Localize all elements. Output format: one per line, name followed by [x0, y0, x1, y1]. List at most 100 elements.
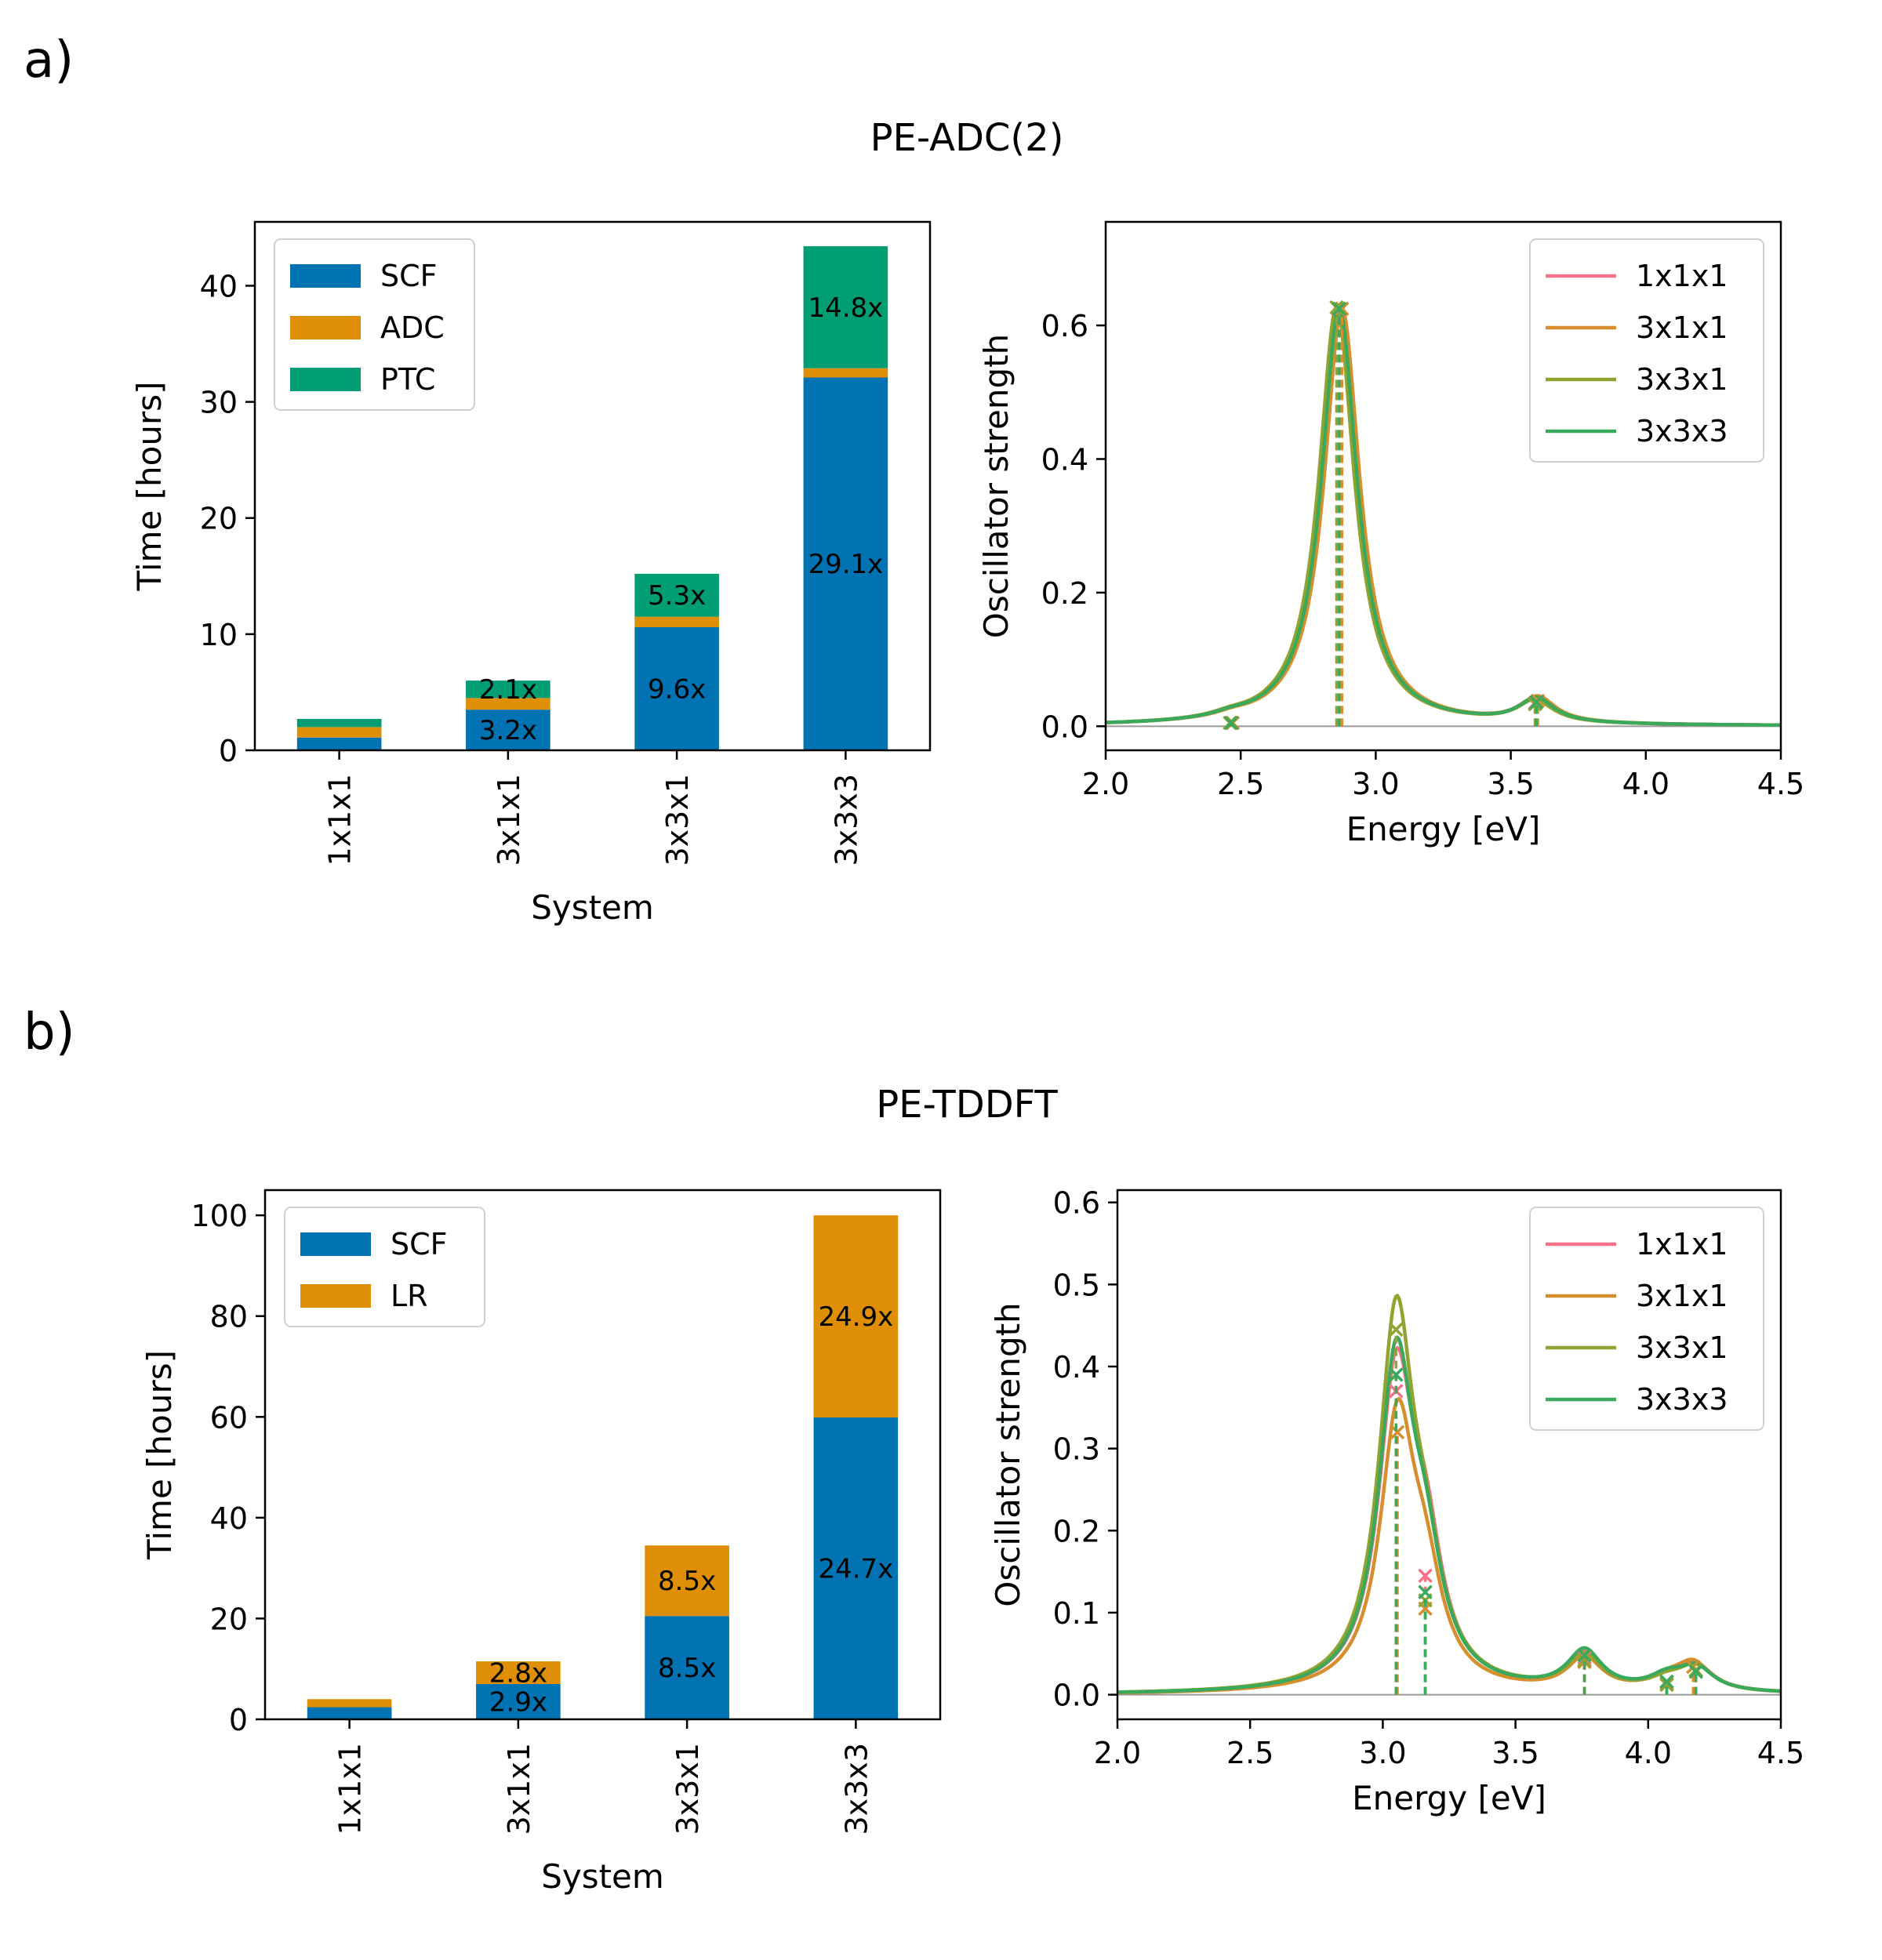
- stick-marker-3x3x3: [1389, 1367, 1404, 1382]
- stick-marker-3x3x3: [1659, 1674, 1674, 1690]
- x-tick-label: 3.0: [1359, 1736, 1406, 1770]
- y-tick-label: 0.5: [1053, 1268, 1100, 1302]
- bar-annotation: 8.5x: [658, 1653, 716, 1684]
- y-tick-label: 0: [219, 734, 238, 768]
- x-axis-label: System: [541, 1857, 664, 1896]
- panel-label-a: a): [24, 31, 74, 89]
- bar-chart-b: 2.9x 8.5x 24.7x 2.8x 8.5x 24.9x 0 20 40 60 80 100 1x…: [140, 1189, 942, 1896]
- y-tick-label: 40: [200, 269, 238, 303]
- y-tick-label: 0.6: [1041, 309, 1088, 343]
- bar-annotation: 24.9x: [818, 1301, 893, 1333]
- bar-adc-3x1x1: [466, 698, 550, 710]
- axes-frame: [1116, 1189, 1782, 1721]
- y-tick-label: 0.4: [1041, 442, 1088, 477]
- bar-annotation: 2.8x: [489, 1658, 547, 1690]
- bar-lr-3x1x1: [476, 1661, 561, 1684]
- y-axis-label: Oscillator strength: [977, 334, 1015, 638]
- y-tick-label: 0.2: [1041, 576, 1088, 611]
- x-tick-label: 1x1x1: [323, 774, 358, 866]
- bar-scf-3x3x3: [803, 377, 888, 750]
- x-tick-label: 3x3x1: [660, 774, 695, 866]
- bar-annotation: 2.9x: [489, 1687, 547, 1719]
- stick-marker-3x3x3: [1688, 1664, 1703, 1679]
- bar-lr-1x1x1: [307, 1699, 392, 1708]
- bar-annotation: 2.1x: [479, 674, 537, 706]
- spectrum-line-3x1x1: [1117, 1396, 1782, 1695]
- y-tick-label: 60: [210, 1400, 248, 1435]
- x-tick-label: 2.0: [1082, 767, 1129, 801]
- bar-annotation: 5.3x: [648, 580, 706, 612]
- bar-annotation: 8.5x: [658, 1566, 716, 1597]
- legend-swatch: [290, 264, 361, 288]
- x-tick-label: 1x1x1: [333, 1743, 368, 1835]
- legend-label: PTC: [380, 362, 435, 397]
- bar-scf-3x3x3: [813, 1417, 899, 1719]
- x-tick-label: 4.5: [1757, 1736, 1804, 1770]
- bar-scf-3x3x1: [634, 626, 719, 750]
- bar-scf-3x3x1: [645, 1616, 729, 1719]
- legend-label: ADC: [380, 310, 445, 345]
- stick-marker-3x3x1: [1659, 1677, 1674, 1693]
- bar-scf-3x1x1: [476, 1684, 561, 1719]
- x-axis-label: Energy [eV]: [1346, 810, 1541, 848]
- x-tick-label: 3x3x1: [670, 1743, 705, 1835]
- y-tick-label: 0.2: [1053, 1514, 1100, 1548]
- y-tick-label: 40: [210, 1501, 248, 1536]
- x-tick-label: 3x1x1: [492, 774, 526, 866]
- stick-marker-3x3x3: [1418, 1584, 1433, 1600]
- y-tick-label: 0.6: [1053, 1186, 1100, 1221]
- y-tick-label: 0.3: [1053, 1432, 1100, 1467]
- y-axis-label: Time [hours]: [140, 1350, 179, 1560]
- y-tick-label: 30: [200, 386, 238, 420]
- legend-swatch: [300, 1284, 371, 1308]
- legend-label: 3x3x1: [1636, 1330, 1728, 1365]
- legend-swatch: [290, 368, 361, 391]
- x-tick-label: 3x1x1: [502, 1743, 536, 1835]
- x-tick-label: 4.0: [1625, 1736, 1672, 1770]
- bar-adc-3x3x3: [803, 368, 888, 378]
- x-tick-label: 3.0: [1352, 767, 1399, 801]
- panel-label-b: b): [24, 1004, 75, 1062]
- panel-title-a: PE-ADC(2): [870, 116, 1064, 160]
- bar-ptc-3x3x1: [634, 573, 719, 617]
- spectrum-line-3x3x3: [1117, 1335, 1781, 1694]
- x-axis-label: Energy [eV]: [1352, 1779, 1546, 1817]
- bar-ptc-3x1x1: [466, 681, 550, 699]
- bar-annotation: 9.6x: [648, 673, 706, 705]
- x-tick-label: 3.5: [1487, 767, 1534, 801]
- bar-lr-3x3x3: [813, 1215, 899, 1417]
- y-tick-label: 20: [200, 502, 238, 536]
- legend-label: SCF: [391, 1227, 448, 1261]
- bar-scf-3x1x1: [466, 710, 550, 750]
- legend-box: [1529, 1207, 1764, 1431]
- bar-adc-3x3x1: [634, 616, 719, 627]
- legend-label: 3x3x3: [1636, 1382, 1728, 1417]
- y-tick-label: 0.0: [1053, 1679, 1100, 1713]
- stick-marker-3x3x1: [1389, 1322, 1404, 1338]
- spectrum-line-3x3x3: [1106, 305, 1781, 728]
- stick-marker-3x3x1: [1577, 1653, 1592, 1668]
- bar-annotation: 24.7x: [818, 1553, 893, 1584]
- axes-frame: [263, 1189, 942, 1721]
- stick-marker-3x3x3: [1577, 1648, 1592, 1663]
- x-tick-label: 2.5: [1217, 767, 1264, 801]
- panel-title-b: PE-TDDFT: [876, 1083, 1058, 1127]
- spectrum-chart-b: 0.0 0.1 0.2 0.3 0.4 0.5 0.6 2.0 2.5 3.0 3.5 4.0 4.5 E…: [989, 1186, 1804, 1817]
- stick-marker-3x3x3: [1223, 715, 1239, 731]
- legend-swatch: [300, 1232, 371, 1256]
- bar-annotation: 3.2x: [479, 715, 537, 746]
- y-axis-label: Oscillator strength: [989, 1302, 1027, 1606]
- legend-label: 3x1x1: [1636, 1279, 1728, 1313]
- bar-scf-1x1x1: [307, 1707, 392, 1719]
- bar-chart-a: 3.2x 9.6x 29.1x 2.1x 5.3x 14.8x 0 10 20 30 40 1x1x1…: [130, 220, 932, 927]
- y-tick-label: 0.1: [1053, 1596, 1100, 1631]
- x-tick-label: 3.5: [1491, 1736, 1539, 1770]
- bar-adc-1x1x1: [296, 727, 382, 738]
- bar-scf-1x1x1: [296, 737, 382, 750]
- bar-annotation: 14.8x: [808, 292, 883, 324]
- y-axis-label: Time [hours]: [130, 382, 169, 592]
- x-tick-label: 4.0: [1622, 767, 1669, 801]
- y-tick-label: 20: [210, 1602, 248, 1636]
- x-tick-label: 4.5: [1757, 767, 1804, 801]
